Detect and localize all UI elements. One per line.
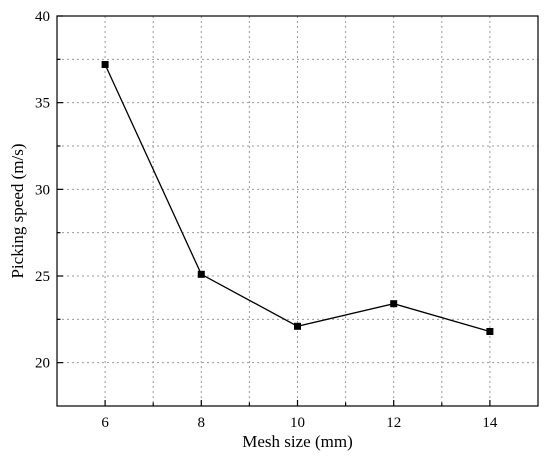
y-tick-label: 25: [35, 269, 50, 285]
y-tick-labels: 20 25 30 35 40: [35, 9, 50, 372]
x-tick-labels: 6 8 10 12 14: [101, 415, 498, 431]
y-tick-label: 35: [35, 96, 50, 112]
y-axis-title: Picking speed (m/s): [8, 143, 27, 278]
axis-ticks: [57, 15, 491, 406]
y-tick-label: 20: [35, 356, 50, 372]
x-tick-label: 14: [482, 415, 498, 431]
x-tick-label: 8: [198, 415, 206, 431]
x-axis-title: Mesh size (mm): [242, 432, 352, 451]
y-tick-label: 30: [35, 182, 50, 198]
series-group: [101, 61, 494, 335]
x-tick-label: 6: [101, 415, 109, 431]
grid: [57, 16, 538, 406]
x-tick-label: 12: [386, 415, 401, 431]
data-point-marker: [101, 61, 109, 68]
data-point-marker: [294, 322, 301, 330]
y-tick-label: 40: [35, 9, 50, 25]
data-point-marker: [197, 270, 205, 278]
data-point-marker: [390, 300, 398, 308]
x-tick-label: 10: [290, 415, 305, 431]
data-point-marker: [486, 328, 494, 335]
